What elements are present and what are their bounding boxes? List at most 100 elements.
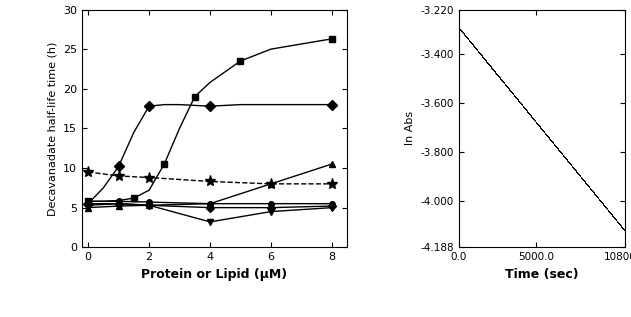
Point	[482, 60, 492, 65]
Point	[560, 155, 570, 160]
Point	[535, 124, 545, 129]
Point	[614, 221, 624, 226]
Point	[574, 172, 584, 178]
Point	[546, 138, 556, 143]
Point	[589, 191, 599, 196]
Point	[567, 164, 577, 169]
Point	[477, 54, 487, 59]
Point	[463, 36, 473, 41]
Point	[504, 86, 514, 91]
Point	[530, 119, 540, 124]
Point	[589, 191, 599, 196]
Point	[461, 34, 471, 39]
Point	[485, 63, 495, 68]
Point	[519, 105, 529, 110]
Point	[492, 71, 502, 76]
Point	[593, 195, 603, 200]
Point	[556, 150, 566, 155]
Point	[545, 136, 555, 141]
Point	[603, 208, 613, 213]
Point	[560, 155, 570, 160]
Point	[517, 103, 528, 108]
Point	[604, 209, 614, 214]
Point	[572, 171, 582, 176]
Point	[459, 31, 469, 36]
Point	[519, 105, 529, 110]
Point	[488, 68, 498, 73]
Point	[528, 115, 538, 120]
Point	[594, 197, 604, 202]
Point	[505, 87, 515, 92]
Point	[608, 213, 618, 218]
Point	[592, 194, 602, 199]
Point	[561, 156, 571, 161]
Point	[457, 29, 468, 35]
Point	[533, 121, 543, 126]
Point	[510, 94, 520, 99]
Point	[472, 47, 482, 52]
Point	[466, 40, 476, 45]
Point	[541, 131, 551, 136]
Point	[508, 91, 518, 96]
Point	[613, 221, 623, 226]
Point	[517, 102, 527, 107]
Point	[514, 99, 524, 104]
Point	[507, 91, 517, 96]
Point	[528, 116, 538, 121]
Point	[507, 90, 517, 95]
Point	[606, 211, 616, 216]
Point	[516, 101, 526, 106]
Point	[457, 30, 468, 35]
Point	[577, 176, 587, 181]
Point	[469, 44, 480, 49]
Point	[585, 185, 595, 191]
Point	[540, 131, 550, 136]
Point	[568, 165, 578, 170]
Point	[545, 137, 555, 142]
Point	[562, 157, 572, 162]
Point	[532, 121, 542, 126]
Point	[531, 119, 541, 124]
Point	[502, 84, 512, 89]
Point	[586, 187, 596, 192]
Point	[549, 142, 559, 147]
Point	[478, 55, 488, 60]
Point	[509, 93, 519, 98]
Point	[473, 49, 483, 54]
Point	[514, 99, 524, 104]
Point	[588, 189, 598, 194]
Point	[507, 91, 517, 96]
Point	[514, 98, 524, 103]
Point	[573, 171, 583, 176]
Point	[541, 131, 551, 136]
Point	[523, 110, 533, 115]
Point	[562, 157, 572, 162]
Point	[464, 38, 475, 43]
Point	[555, 150, 565, 155]
Point	[557, 152, 567, 157]
Point	[535, 124, 545, 129]
Y-axis label: Decavanadate half-life time (h): Decavanadate half-life time (h)	[47, 41, 57, 216]
Point	[514, 98, 524, 103]
Point	[597, 200, 607, 205]
Point	[528, 116, 538, 121]
Point	[581, 180, 591, 185]
Point	[596, 199, 606, 204]
Point	[486, 64, 496, 69]
Point	[557, 152, 567, 157]
Point	[573, 171, 583, 176]
Point	[577, 176, 587, 181]
Point	[615, 223, 625, 228]
Point	[547, 139, 557, 144]
Point	[504, 87, 514, 92]
Point	[516, 100, 526, 105]
Point	[579, 178, 589, 183]
Point	[508, 92, 518, 97]
Point	[563, 158, 573, 164]
Point	[586, 187, 596, 192]
Point	[611, 218, 622, 223]
Point	[555, 149, 565, 154]
Point	[563, 158, 573, 163]
Point	[616, 223, 626, 229]
Point	[614, 221, 624, 226]
